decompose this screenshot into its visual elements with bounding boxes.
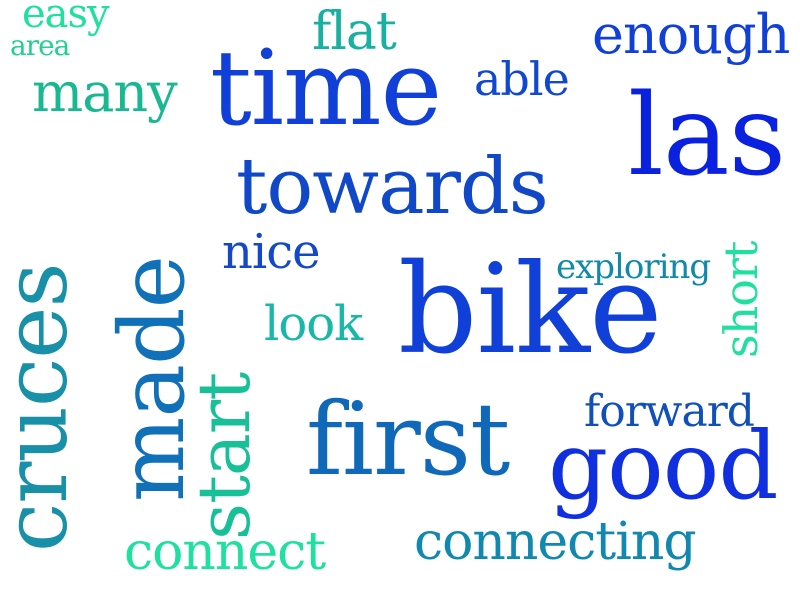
word-good: good — [548, 412, 779, 521]
word-towards: towards — [236, 142, 549, 232]
word-bike: bike — [398, 238, 663, 382]
word-connecting: connecting — [414, 512, 697, 572]
word-flat: flat — [312, 2, 397, 62]
word-connect: connect — [124, 522, 326, 582]
word-nice: nice — [222, 224, 321, 280]
word-cruces: cruces — [0, 263, 87, 552]
word-easy: easy — [22, 0, 110, 37]
word-short: short — [714, 241, 768, 358]
word-able: able — [474, 52, 570, 106]
word-enough: enough — [592, 3, 790, 66]
word-las: las — [628, 71, 786, 201]
word-time: time — [210, 27, 442, 149]
word-exploring: exploring — [556, 247, 711, 287]
word-forward: forward — [584, 386, 755, 437]
word-look: look — [264, 296, 363, 352]
word-first: first — [306, 381, 510, 498]
word-start: start — [182, 372, 266, 540]
word-many: many — [32, 61, 178, 124]
word-area: area — [10, 29, 70, 62]
